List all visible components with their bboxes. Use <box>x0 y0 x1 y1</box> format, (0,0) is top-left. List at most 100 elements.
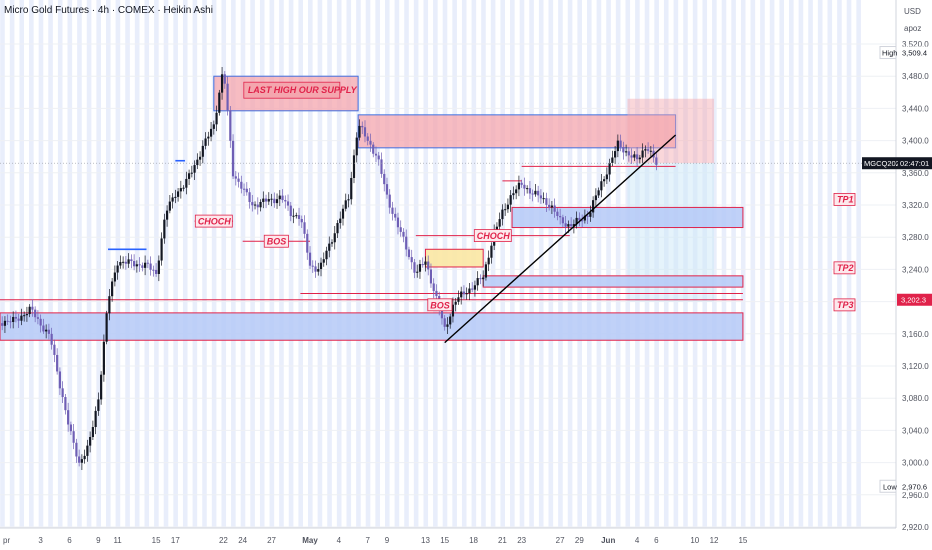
candle-body <box>611 157 614 163</box>
x-tick-label: 21 <box>498 536 507 545</box>
level-price: 3,202.3 <box>901 296 926 305</box>
candle-body <box>328 243 331 251</box>
candle-body <box>242 188 246 190</box>
candle-body <box>231 140 235 177</box>
candle-body <box>421 264 424 266</box>
candle-body <box>341 208 345 219</box>
session-band <box>211 0 217 528</box>
candle-body <box>564 223 567 227</box>
candle-body <box>223 74 226 84</box>
candle-body <box>259 201 262 208</box>
candle-body <box>319 262 323 270</box>
candle-body <box>369 140 372 145</box>
symbol-tag-box <box>862 157 898 170</box>
x-tick-label: 27 <box>267 536 276 545</box>
candle-body <box>322 259 325 263</box>
session-band <box>798 0 804 528</box>
candle-body <box>190 172 193 174</box>
candle-body <box>58 371 61 389</box>
candle-body <box>165 210 169 220</box>
x-tick-label: 7 <box>366 536 371 545</box>
candle-body <box>122 261 125 263</box>
x-tick-label: 22 <box>219 536 228 545</box>
symbol-tag: MGCQ2025 <box>864 159 904 168</box>
y-tick-label: 2,920.0 <box>902 523 929 532</box>
countdown: 02:47:01 <box>900 159 929 168</box>
candle-body <box>586 215 589 217</box>
session-band <box>750 0 756 528</box>
candle-body <box>413 262 416 273</box>
session-band <box>769 0 775 528</box>
y-tick-label: 3,280.0 <box>902 233 929 242</box>
chart-title: Micro Gold Futures · 4h · COMEX · Heikin… <box>4 5 213 16</box>
candle-body <box>306 233 309 253</box>
candle-body <box>67 410 70 425</box>
candle-body <box>388 194 391 208</box>
candle-body <box>12 316 15 322</box>
session-band <box>721 0 727 528</box>
candle-body <box>75 442 78 457</box>
candle-body <box>86 445 89 456</box>
candle-body <box>517 182 521 190</box>
candle-body <box>581 220 584 222</box>
x-tick-label: 23 <box>517 536 526 545</box>
grid-lines <box>0 43 896 528</box>
candle-body <box>407 249 411 258</box>
candle-body <box>89 437 92 446</box>
candle-body <box>454 301 457 305</box>
candle-body <box>155 269 158 274</box>
candle-body <box>451 304 455 317</box>
candle-body <box>572 224 575 227</box>
candle-body <box>78 456 81 463</box>
chart-labels: LAST HIGH OUR SUPPLY TP1 TP2 TP3 CHOCH BOS CHO… <box>194 81 856 312</box>
session-band <box>125 0 130 528</box>
candle-body <box>45 329 48 332</box>
candle-body <box>462 291 466 295</box>
countdown-box <box>898 157 932 170</box>
y-tick-label: 3,160.0 <box>902 330 929 339</box>
session-band <box>86 0 92 528</box>
session-band <box>19 0 25 528</box>
y-tick-label: 3,120.0 <box>902 362 929 371</box>
candle-body <box>94 410 97 428</box>
level-label: CHOCH <box>198 217 231 227</box>
currency-label[interactable]: USD <box>904 7 921 16</box>
level-price-box <box>897 293 932 306</box>
candle-body <box>355 137 358 156</box>
candle-body <box>317 269 320 272</box>
price-axis-panel[interactable] <box>896 0 932 550</box>
zone-supply <box>357 114 677 149</box>
candle-body <box>262 198 265 202</box>
y-tick-label: 3,440.0 <box>902 104 929 113</box>
candle-body <box>47 329 51 334</box>
session-band <box>269 0 275 528</box>
session-band <box>106 0 111 528</box>
x-tick-label: 18 <box>469 536 478 545</box>
session-band <box>856 0 861 528</box>
candle-body <box>468 288 471 294</box>
session-band <box>173 0 178 528</box>
candle-body <box>429 269 433 284</box>
candle-body <box>548 204 551 208</box>
candle-body <box>416 271 419 273</box>
candle-body <box>297 215 301 219</box>
time-axis-panel[interactable] <box>0 528 896 550</box>
zone-label-box <box>833 298 856 312</box>
candle-body <box>385 184 389 195</box>
level-label: CHOCH <box>477 231 510 241</box>
candle-body <box>537 190 540 196</box>
session-band <box>288 0 294 528</box>
high-price: 3,509.4 <box>902 49 927 58</box>
candle-body <box>424 261 427 265</box>
candle-body <box>646 149 650 151</box>
candle-body <box>138 264 141 266</box>
y-tick-label: 3,400.0 <box>902 137 929 146</box>
x-tick-label: 9 <box>96 536 101 545</box>
candle-body <box>286 201 290 206</box>
candle-body <box>157 260 160 274</box>
session-band <box>163 0 169 528</box>
level-label-box <box>263 234 289 248</box>
